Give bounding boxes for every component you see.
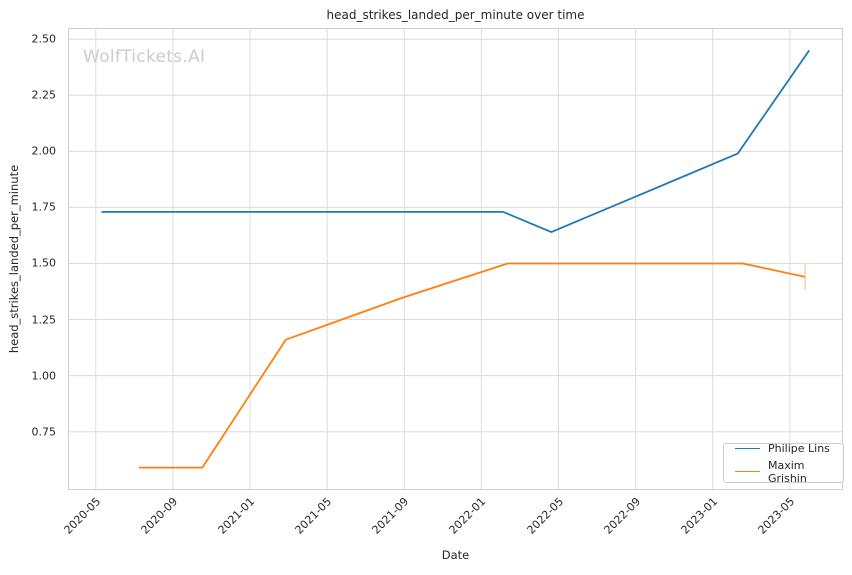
y-tick-label: 2.50: [31, 32, 57, 46]
series-line-maxim-grishin: [138, 262, 806, 469]
legend-line-swatch: [735, 471, 760, 472]
y-tick-label: 2.00: [31, 144, 57, 158]
legend-entry: Philipe Lins: [735, 442, 837, 455]
y-tick-label: 1.75: [31, 200, 57, 214]
legend-label: Philipe Lins: [768, 441, 830, 455]
y-tick-label: 1.00: [31, 369, 57, 383]
legend-label: Maxim Grishin: [768, 458, 807, 485]
y-tick-label: 0.75: [31, 425, 57, 439]
y-tick-label: 1.50: [31, 256, 57, 270]
plot-border: [68, 28, 843, 490]
legend: Philipe Lins Maxim Grishin: [723, 442, 844, 485]
x-axis-label: Date: [441, 548, 470, 562]
y-tick-label: 1.25: [31, 313, 57, 327]
series-line-philipe-lins: [101, 49, 810, 234]
legend-entry: Maxim Grishin: [735, 459, 837, 485]
chart-title: head_strikes_landed_per_minute over time: [326, 8, 585, 22]
y-tick-label: 2.25: [31, 88, 57, 102]
legend-line-swatch: [735, 447, 760, 449]
watermark: WolfTickets.AI: [83, 47, 206, 67]
